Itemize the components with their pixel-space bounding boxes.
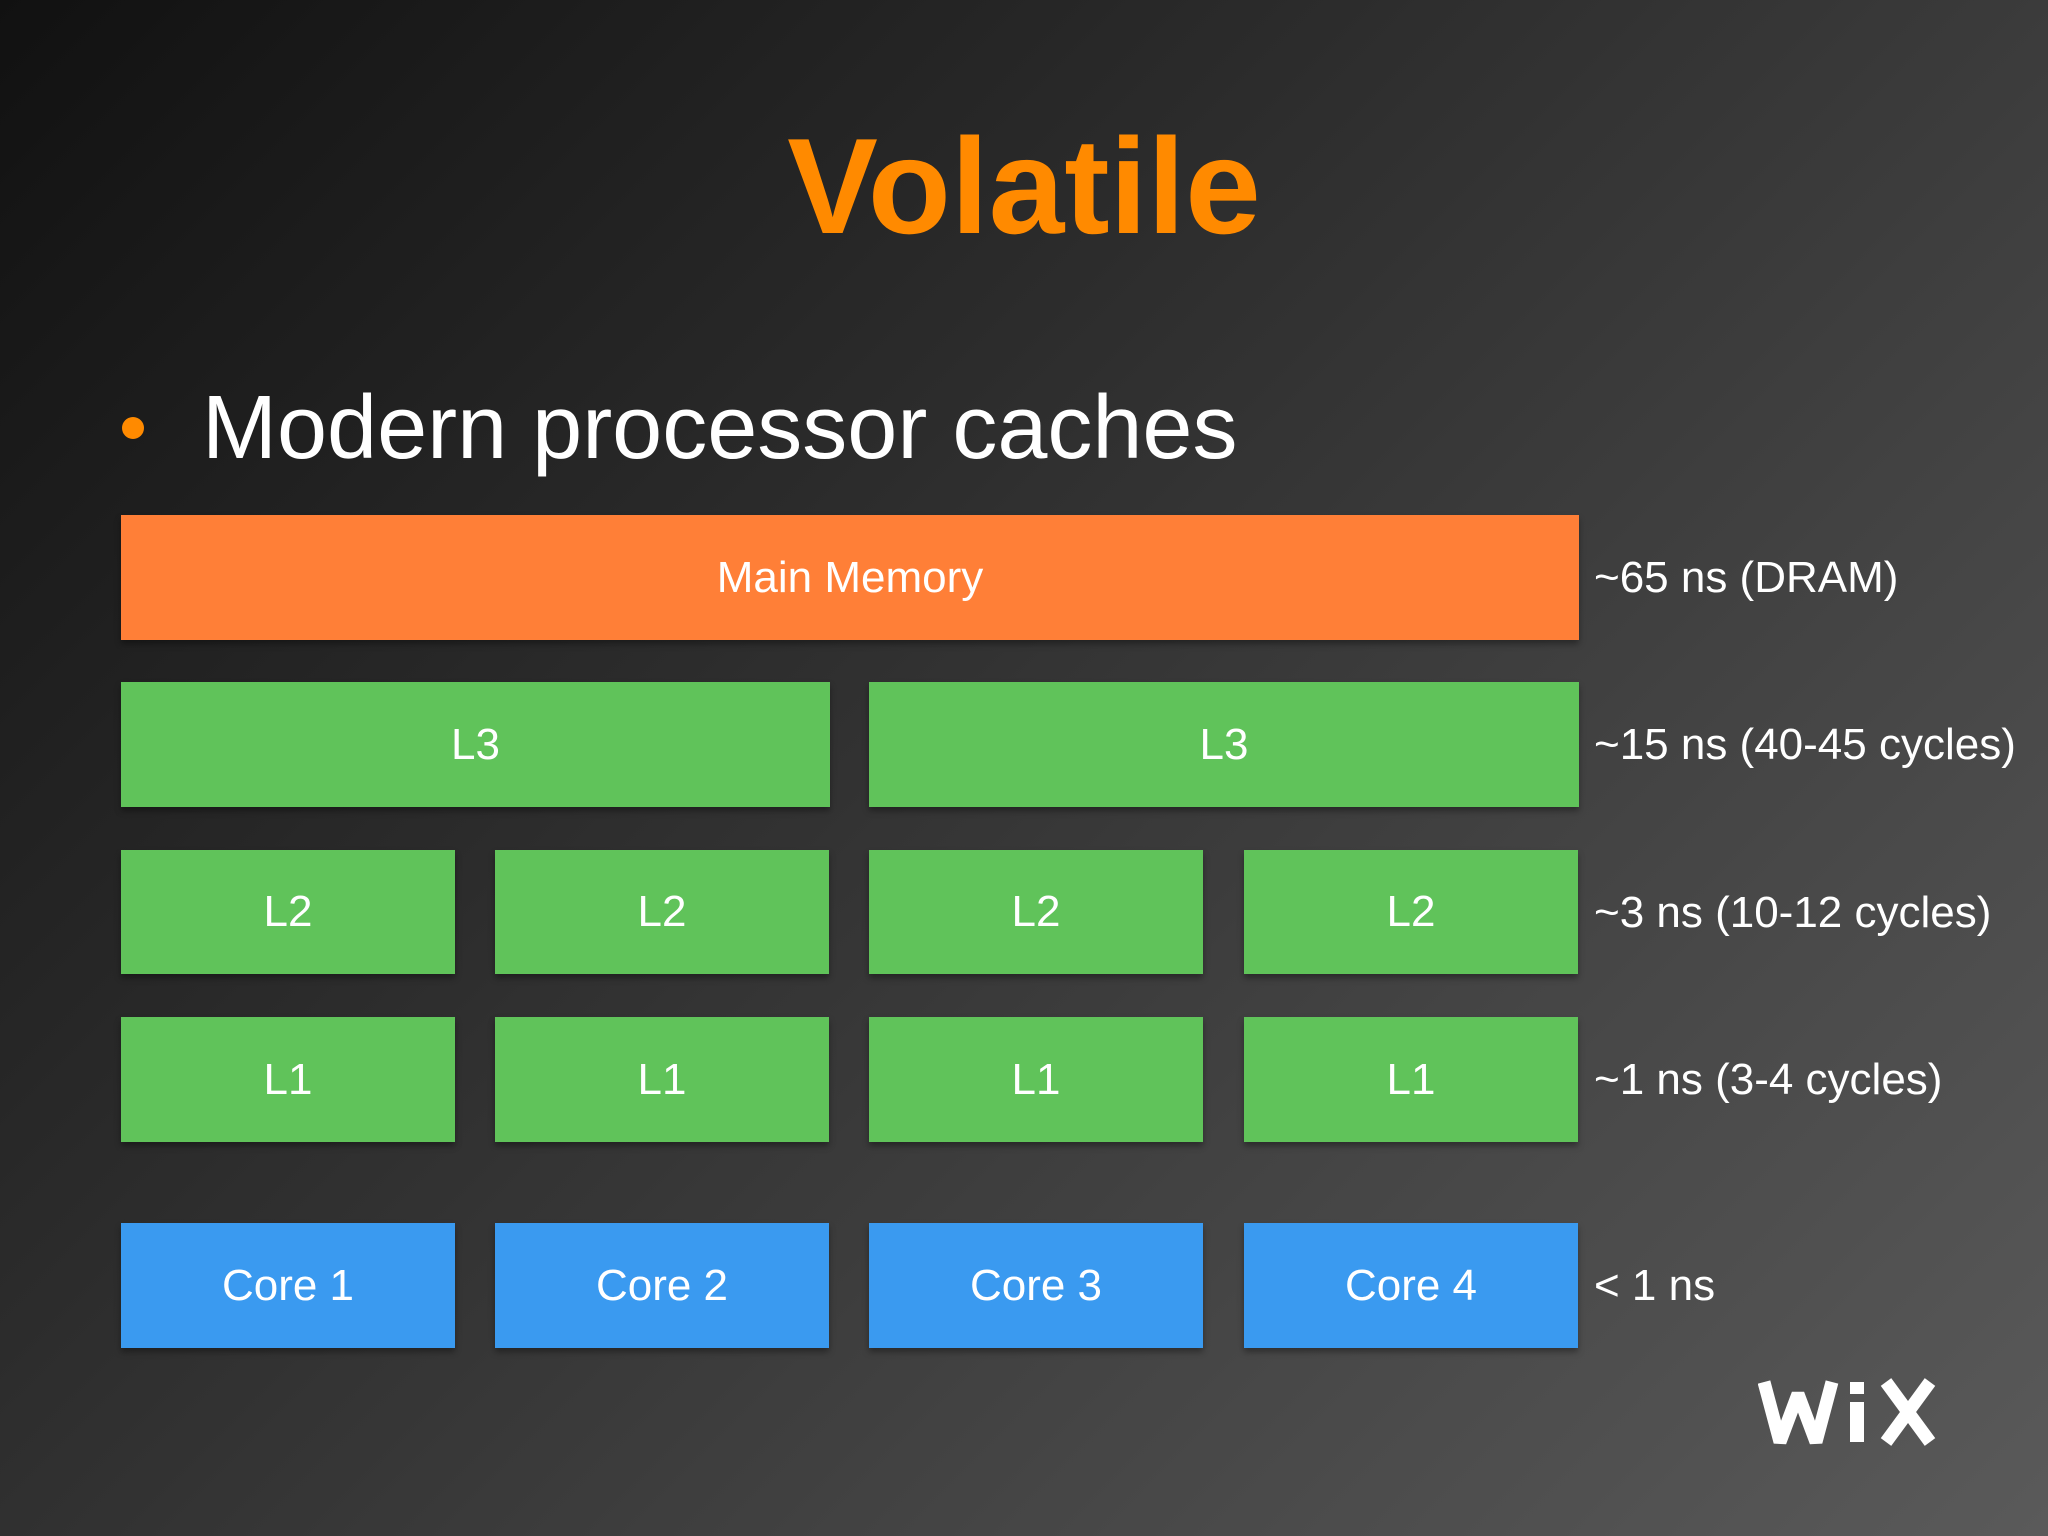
latency-main-memory: ~65 ns (DRAM) xyxy=(1594,552,1899,602)
latency-l1: ~1 ns (3-4 cycles) xyxy=(1594,1054,1943,1104)
l1-cache-box: L1 xyxy=(869,1017,1203,1142)
l3-cache-box: L3 xyxy=(869,682,1579,807)
latency-l2: ~3 ns (10-12 cycles) xyxy=(1594,887,1992,937)
latency-core: < 1 ns xyxy=(1594,1260,1716,1310)
l2-cache-box: L2 xyxy=(1244,850,1578,974)
core-box: Core 3 xyxy=(869,1223,1203,1348)
core-box: Core 4 xyxy=(1244,1223,1578,1348)
bullet-item: Modern processor caches xyxy=(122,378,1237,478)
wix-logo xyxy=(1758,1378,1936,1446)
core-box: Core 1 xyxy=(121,1223,455,1348)
core-box: Core 2 xyxy=(495,1223,829,1348)
bullet-text: Modern processor caches xyxy=(202,378,1238,478)
l3-cache-box: L3 xyxy=(121,682,830,807)
l1-cache-box: L1 xyxy=(1244,1017,1578,1142)
slide-title: Volatile xyxy=(787,110,1261,262)
main-memory-box: Main Memory xyxy=(121,515,1579,640)
l2-cache-box: L2 xyxy=(869,850,1203,974)
bullet-dot-icon xyxy=(122,417,144,439)
l2-cache-box: L2 xyxy=(121,850,455,974)
l1-cache-box: L1 xyxy=(121,1017,455,1142)
latency-l3: ~15 ns (40-45 cycles) xyxy=(1594,719,2016,769)
l1-cache-box: L1 xyxy=(495,1017,829,1142)
l2-cache-box: L2 xyxy=(495,850,829,974)
